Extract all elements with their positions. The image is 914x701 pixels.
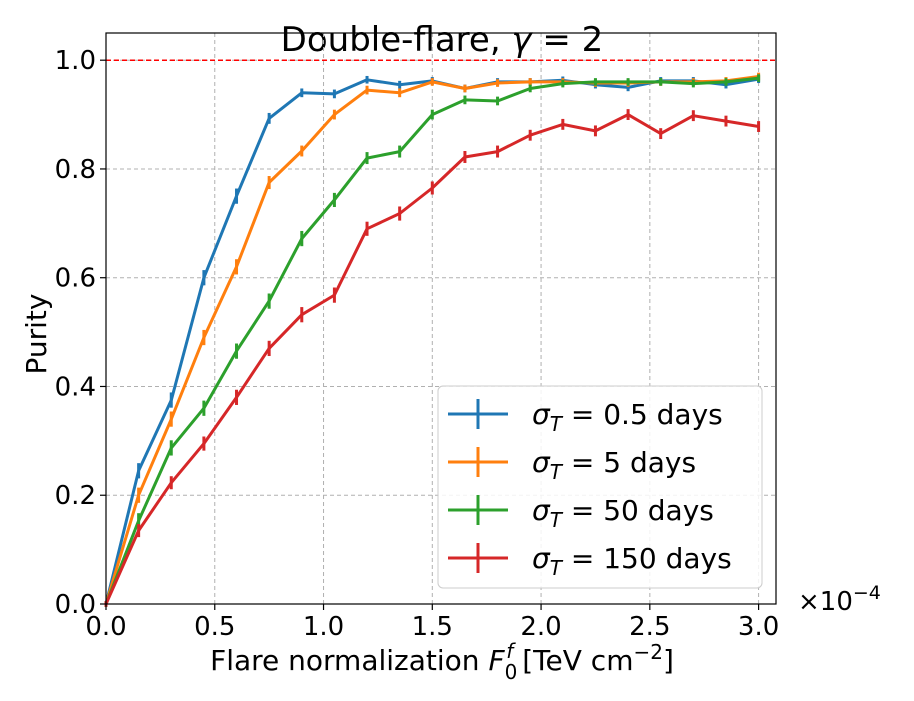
series-3 xyxy=(104,109,761,607)
x-tick-label: 0.5 xyxy=(194,612,235,642)
y-axis-ticks: 0.0 0.2 0.4 0.6 0.8 1.0 xyxy=(55,46,106,620)
x-tick-label: 2.5 xyxy=(629,612,670,642)
x-tick-label: 3.0 xyxy=(738,612,779,642)
y-tick-label: 0.0 xyxy=(55,590,96,620)
legend-item: σT = 50 days xyxy=(448,494,714,532)
y-tick-label: 0.6 xyxy=(55,264,96,294)
legend-item: σT = 5 days xyxy=(448,446,696,484)
y-tick-label: 1.0 xyxy=(55,46,96,76)
x-tick-label: 1.5 xyxy=(412,612,453,642)
series-2 xyxy=(104,74,761,607)
legend-label: σT = 50 days xyxy=(532,494,714,532)
legend: σT = 0.5 days σT = 5 days σT = 50 days σT =… xyxy=(437,385,763,589)
legend-label: σT = 0.5 days xyxy=(532,398,723,436)
y-tick-label: 0.4 xyxy=(55,372,96,402)
legend-box xyxy=(437,385,763,589)
x-tick-label: 2.0 xyxy=(520,612,561,642)
y-tick-label: 0.8 xyxy=(55,155,96,185)
y-axis-label: Purity xyxy=(20,294,53,375)
chart-title: Double-flare, γ = 2 xyxy=(281,20,604,60)
x-axis-ticks: 0.0 0.5 1.0 1.5 2.0 2.5 3.0 xyxy=(85,604,779,642)
x-axis-label: Flare normalization F0f [TeV cm−2] xyxy=(210,639,674,684)
legend-label: σT = 5 days xyxy=(532,446,696,484)
x-axis-multiplier: ×10−4 xyxy=(798,582,881,617)
data-series xyxy=(104,72,761,607)
x-tick-label: 0.0 xyxy=(85,612,126,642)
legend-label: σT = 150 days xyxy=(532,542,732,580)
legend-item: σT = 0.5 days xyxy=(448,398,723,436)
plot-frame xyxy=(105,32,777,605)
x-tick-label: 1.0 xyxy=(303,612,344,642)
y-tick-label: 0.2 xyxy=(55,481,96,511)
legend-item: σT = 150 days xyxy=(448,542,732,580)
